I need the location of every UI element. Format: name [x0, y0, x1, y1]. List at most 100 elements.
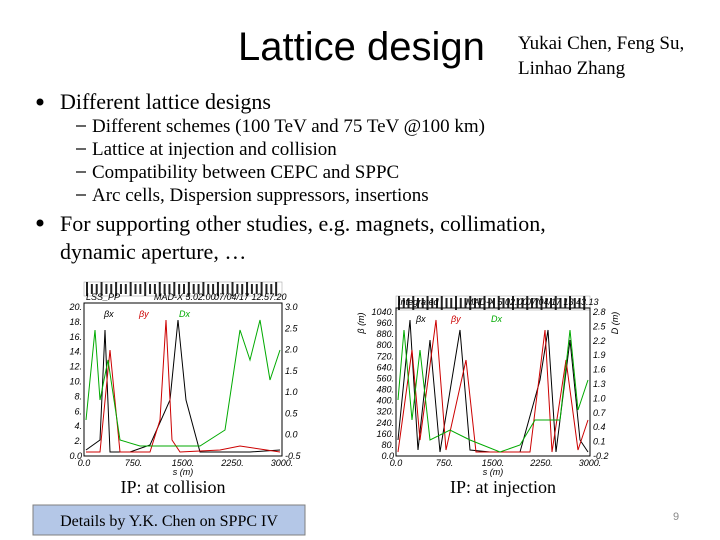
- y-tick-label: 4.: [74, 421, 82, 431]
- magnet: [569, 296, 571, 310]
- magnet: [493, 298, 495, 308]
- magnet: [124, 284, 127, 294]
- magnet: [407, 298, 410, 308]
- magnet: [478, 298, 481, 308]
- magnet: [469, 296, 472, 310]
- y2-tick-label: -0.2: [593, 451, 609, 461]
- magnet: [483, 296, 486, 310]
- magnet: [502, 298, 505, 308]
- magnet: [207, 284, 210, 294]
- y-tick-label: 320.: [376, 407, 394, 417]
- magnet: [149, 284, 152, 294]
- magnet: [187, 282, 190, 296]
- legend-label: βy: [138, 309, 149, 319]
- page-number: 9: [673, 511, 679, 523]
- authors: Yukai Chen, Feng Su,: [518, 33, 684, 54]
- y-tick-label: 480.: [376, 385, 394, 395]
- magnet: [158, 282, 161, 296]
- y-tick-label: 640.: [376, 362, 394, 372]
- magnet: [105, 284, 108, 294]
- x-tick-label: 0.0: [78, 458, 91, 468]
- magnet: [564, 298, 567, 308]
- magnet: [459, 298, 462, 308]
- magnet: [270, 284, 273, 294]
- plot-header: Integrated: [398, 297, 440, 307]
- magnet: [535, 298, 538, 308]
- plot-curves: [85, 319, 589, 453]
- magnet: [497, 296, 500, 310]
- bullet-text: For supporting other studies, e.g. magne…: [60, 211, 546, 236]
- y2-tick-label: 0.7: [593, 408, 607, 418]
- magnet: [526, 296, 529, 310]
- y-tick-label: 880.: [376, 329, 394, 339]
- y2-tick-label: 1.0: [593, 393, 606, 403]
- plot-header: MAD-X 5.02.00: [154, 292, 216, 302]
- bullet: [36, 98, 44, 106]
- magnet: [412, 296, 415, 310]
- x-tick-label: 2250.: [529, 458, 553, 468]
- legend-label: βy: [450, 314, 461, 324]
- x-tick-label: 1500.: [482, 458, 505, 468]
- magnet: [559, 298, 562, 308]
- y-tick-label: 960.: [376, 318, 394, 328]
- y2-tick-label: 1.5: [285, 366, 299, 376]
- plot-header: MAD-X 5.02.00: [466, 297, 528, 307]
- note: Details by Y.K. Chen on SPPC IV: [60, 513, 278, 530]
- legend-label: βx: [103, 309, 114, 319]
- magnet: [129, 282, 132, 296]
- magnet: [173, 282, 176, 296]
- x-tick-label: 750.: [436, 458, 454, 468]
- magnet: [221, 284, 224, 294]
- magnet: [95, 284, 98, 294]
- y-tick-label: 6.: [74, 406, 82, 416]
- y2-tick-label: 0.5: [285, 408, 299, 418]
- magnet: [531, 298, 533, 308]
- y-tick-label: 160.: [376, 429, 394, 439]
- y-tick-label: 18.: [69, 317, 82, 327]
- magnet: [573, 298, 576, 308]
- magnet: [226, 284, 229, 294]
- magnet: [398, 296, 400, 310]
- y-tick-label: 0.0: [69, 451, 82, 461]
- legend-label: Dx: [179, 309, 190, 319]
- y2-tick-label: 1.3: [593, 379, 606, 389]
- magnet: [144, 282, 147, 296]
- x-tick-label: 3000.: [579, 458, 602, 468]
- x-tick-label: 1500.: [172, 458, 195, 468]
- magnet: [521, 298, 524, 308]
- magnet: [202, 282, 205, 296]
- legend-label: βx: [415, 314, 426, 324]
- magnet: [488, 298, 491, 308]
- magnet: [474, 298, 476, 308]
- magnet: [178, 284, 181, 294]
- magnet: [110, 284, 113, 294]
- magnet: [163, 284, 166, 294]
- magnet: [402, 298, 405, 308]
- magnet: [426, 296, 429, 310]
- magnet: [236, 284, 239, 294]
- magnet: [241, 284, 244, 294]
- sub-item: Compatibility between CEPC and SPPC: [92, 162, 399, 183]
- magnet: [183, 284, 185, 294]
- magnet: [464, 298, 467, 308]
- y-tick-label: 240.: [375, 418, 394, 428]
- y-tick-label: 400.: [376, 396, 394, 406]
- plot-header: LSS_PP: [86, 292, 120, 302]
- magnet: [436, 298, 438, 308]
- sub-item: Lattice at injection and collision: [92, 139, 337, 160]
- plot-frame: [395, 307, 591, 457]
- legend-label: Dx: [491, 314, 502, 324]
- x-tick-label: 750.: [125, 458, 143, 468]
- plot-frame: [83, 302, 283, 457]
- magnet: [440, 296, 443, 310]
- y-tick-label: 80.: [381, 440, 394, 450]
- y2-tick-label: 2.0: [284, 345, 298, 355]
- y2-tick-label: 1.9: [593, 350, 606, 360]
- magnet: [119, 284, 122, 294]
- sub-item: Arc cells, Dispersion suppressors, inser…: [92, 185, 429, 206]
- magnet: [417, 298, 419, 308]
- y2-axis-label: D (m): [610, 312, 620, 335]
- authors: Linhao Zhang: [518, 58, 626, 79]
- magnet: [246, 282, 249, 296]
